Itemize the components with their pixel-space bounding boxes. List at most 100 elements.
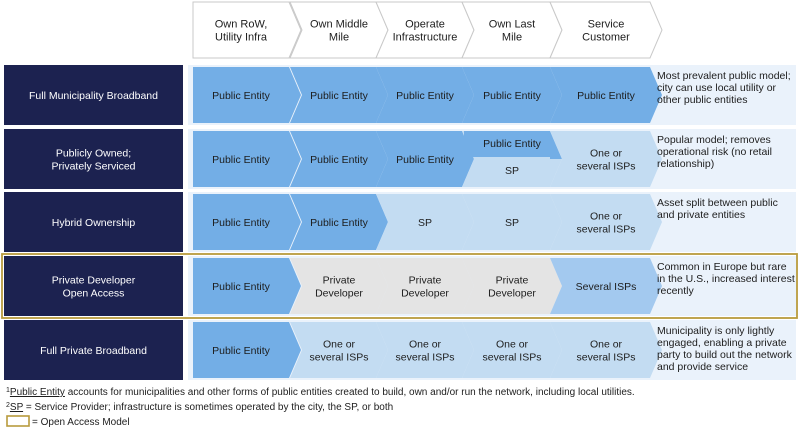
row-description-line: and private entities — [657, 209, 745, 221]
cell-label: SP — [505, 217, 519, 229]
cell-label-line: One or — [409, 339, 442, 351]
cell-label-line: One or — [590, 211, 623, 223]
cell-label: Private Developer — [488, 275, 536, 300]
row-label-box — [4, 320, 183, 380]
stage-header-label: Service Customer — [582, 19, 630, 44]
row-label: Publicly Owned; Privately Serviced — [51, 148, 135, 173]
cell-label: Public Entity — [483, 90, 542, 102]
cell-label: One or several ISPs — [577, 211, 636, 236]
stage-header-label-line: Own RoW, — [215, 19, 268, 31]
row-label-line: Full Municipality Broadband — [29, 90, 158, 102]
cell-label-line: One or — [590, 148, 623, 160]
cell-label-line: Developer — [315, 288, 363, 300]
cell-label-line: Public Entity — [310, 154, 369, 166]
row-label-line: Hybrid Ownership — [52, 217, 136, 229]
footnote-2-text: = Service Provider; infrastructure is so… — [23, 402, 393, 413]
cell-label: Public Entity — [310, 217, 369, 229]
cell-chevron-isp — [550, 131, 662, 187]
footnote-sp: 2SP = Service Provider; infrastructure i… — [6, 402, 393, 413]
model-row: Private Developer Open Access Public Entit… — [1, 253, 798, 319]
cell-label: Several ISPs — [576, 281, 637, 293]
cell-label-line: Public Entity — [396, 90, 455, 102]
cell-chevron-public — [376, 131, 474, 187]
stage-header-label-line: Mile — [502, 32, 522, 44]
cell-label: One or several ISPs — [310, 339, 369, 364]
cell-label: Public Entity — [396, 154, 455, 166]
cell-label: Public Entity — [212, 90, 271, 102]
row-label-line: Full Private Broadband — [40, 345, 147, 357]
row-description-line: party to build out the network — [657, 349, 793, 361]
row-description-line: Common in Europe but rare — [657, 261, 787, 273]
row-label: Full Private Broadband — [40, 345, 147, 357]
cell-label: Private Developer — [315, 275, 363, 300]
cell-chevron-isp — [462, 194, 562, 250]
cell-chevron-public — [193, 131, 301, 187]
row-label-line: Private Developer — [52, 275, 136, 287]
cell-label: One or several ISPs — [483, 339, 542, 364]
cell-label-line: Private — [409, 275, 442, 287]
row-label-line: Privately Serviced — [51, 161, 135, 173]
cell-label-line: SP — [505, 217, 519, 229]
row-label-box — [4, 192, 183, 252]
cell-chevron-developer — [290, 258, 388, 314]
cell-label: Private Developer — [401, 275, 449, 300]
cell-label-line: several ISPs — [310, 352, 369, 364]
cell-label-line: Public Entity — [396, 154, 455, 166]
footnotes: 1Public Entity accounts for municipaliti… — [6, 387, 635, 428]
cell-label-line: Public Entity — [212, 90, 271, 102]
open-access-legend-swatch — [6, 415, 30, 427]
row-description-line: Municipality is only lightly — [657, 325, 775, 337]
cell-label-line: Public Entity — [212, 281, 271, 293]
stage-header-label-line: Customer — [582, 32, 630, 44]
row-label-line: Publicly Owned; — [56, 148, 131, 160]
stage-header-label: Operate Infrastructure — [393, 19, 458, 44]
row-description-line: city can use local utility or — [657, 82, 777, 94]
cell-chevron-isp_strong — [550, 258, 662, 314]
stage-header-label-line: Utility Infra — [215, 32, 268, 44]
cell-label-line: several ISPs — [577, 224, 636, 236]
cell-label-line: Public Entity — [483, 90, 542, 102]
cell-label: Public Entity — [212, 345, 271, 357]
cell-label: Public Entity — [396, 90, 455, 102]
row-description-line: and provide service — [657, 361, 748, 373]
open-access-highlight — [1, 253, 798, 319]
model-row: Full Municipality Broadband Public Entity… — [4, 65, 796, 125]
row-description-line: Most prevalent public model; — [657, 70, 791, 82]
row-label: Hybrid Ownership — [52, 217, 136, 229]
row-description-line: recently — [657, 285, 695, 297]
cell-chevron-public — [290, 67, 388, 123]
stage-header-label: Own Middle Mile — [310, 19, 368, 44]
cell-label-line: several ISPs — [577, 161, 636, 173]
stage-header-chevron — [549, 1, 663, 59]
cell-split-bottom-label: SP — [505, 165, 519, 177]
row-description-line: engaged, enabling a private — [657, 337, 787, 349]
footnote-1-text: accounts for municipalities and other fo… — [65, 387, 635, 398]
cell-label: One or several ISPs — [577, 148, 636, 173]
stage-header-label-line: Operate — [405, 19, 445, 31]
cell-chevron-developer — [462, 258, 562, 314]
row-label: Private Developer Open Access — [52, 275, 136, 300]
stage-header-label-line: Own Middle — [310, 19, 368, 31]
row-description: Asset split between public and private en… — [657, 197, 778, 221]
open-access-legend-label: = Open Access Model — [32, 417, 130, 428]
cell-split-top-label: Public Entity — [483, 138, 542, 150]
stage-header-label-line: Mile — [329, 32, 349, 44]
cell-label: Public Entity — [212, 281, 271, 293]
cell-chevron-public — [290, 194, 388, 250]
cell-label-line: Public Entity — [310, 217, 369, 229]
footnote-1-term: Public Entity — [10, 387, 65, 398]
cell-chevron-isp — [376, 322, 474, 378]
cell-label-line: Public Entity — [310, 90, 369, 102]
cell-label: Public Entity — [310, 90, 369, 102]
cell-chevron-public — [376, 67, 474, 123]
cell-label-line: several ISPs — [577, 352, 636, 364]
cell-label-line: Several ISPs — [576, 281, 637, 293]
row-description-line: other public entities — [657, 94, 747, 106]
cell-chevron-public — [193, 322, 301, 378]
cell-label-line: Developer — [488, 288, 536, 300]
cell-label-line: Private — [323, 275, 356, 287]
row-label-box — [4, 129, 183, 189]
cell-chevron-isp — [550, 194, 662, 250]
footnote-public-entity: 1Public Entity accounts for municipaliti… — [6, 387, 635, 398]
